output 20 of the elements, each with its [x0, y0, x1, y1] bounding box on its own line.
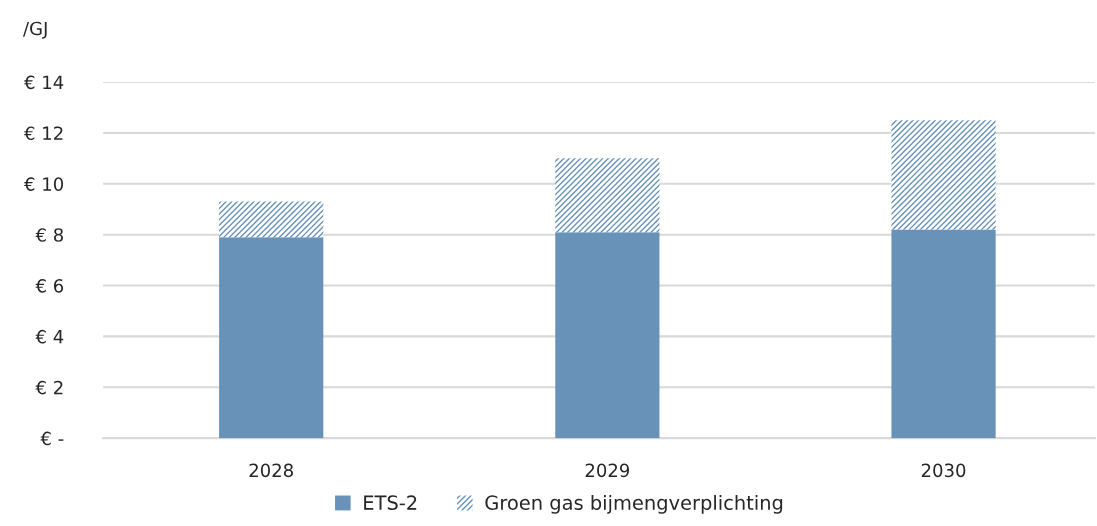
bar: [219, 237, 324, 439]
y-tick-label: € 10: [24, 177, 64, 191]
bar: [219, 201, 324, 238]
bar: [891, 120, 996, 230]
x-tick-label: 2029: [585, 463, 630, 478]
y-tick-label: € 6: [35, 279, 64, 293]
y-tick-label: € -: [40, 431, 64, 446]
bar: [891, 229, 996, 439]
y-tick-label: € 12: [24, 126, 63, 141]
y-tick-label: € 4: [35, 329, 64, 344]
bar: [555, 232, 660, 439]
y-tick-label: € 2: [35, 380, 63, 395]
bar: [555, 158, 660, 233]
legend-label: Groen gas bijmengverplichting: [485, 494, 783, 514]
y-axis-title: /GJ: [22, 21, 47, 39]
legend-label: ETS-2: [364, 495, 417, 510]
y-tick-label: € 8: [35, 228, 63, 242]
x-tick-label: 2028: [249, 463, 293, 478]
x-tick-label: 2030: [921, 463, 966, 478]
y-tick-label: € 14: [24, 75, 64, 90]
